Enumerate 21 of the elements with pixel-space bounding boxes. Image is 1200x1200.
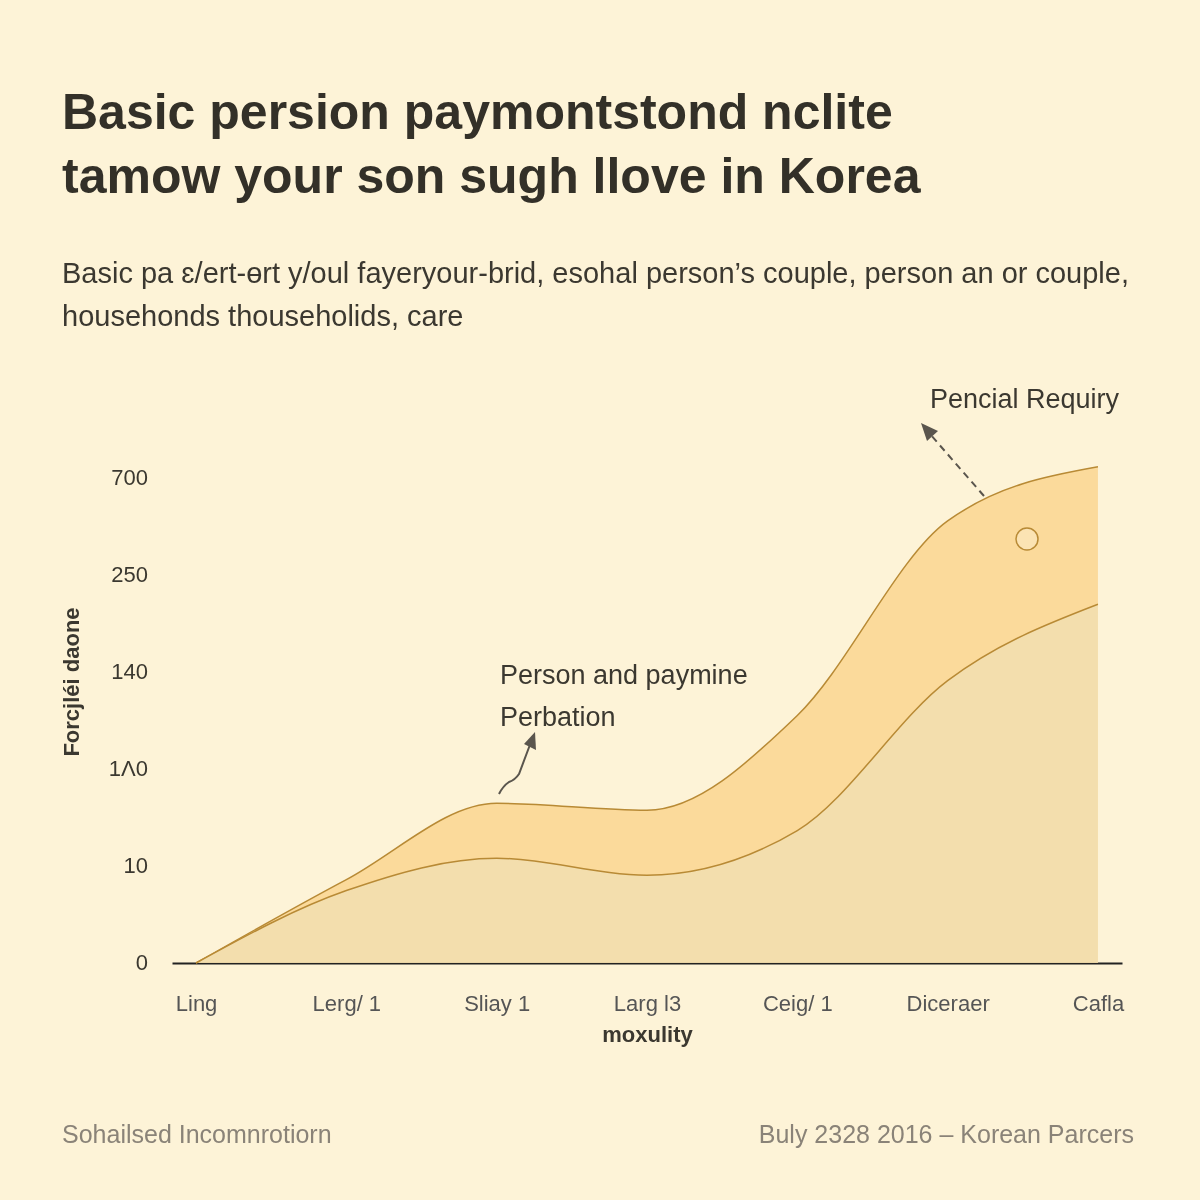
text: 700 (111, 465, 148, 490)
chart-subtitle: Basic pa ɛ/ert-ɵrt y/oul fayeryour-brid, esohal person’s couple, person an or couple, househonds thouseholids, care (62, 256, 1130, 334)
annotation: Person and paymine Perbation (500, 660, 748, 732)
x-tick-label: Larg l3 (613, 990, 682, 1016)
chart-title: Basic persion paymontstond nclite tamow your son sugh llove in Korea (62, 83, 922, 206)
y-axis-title: Forcjléi daone (59, 607, 84, 757)
x-tick-label: Sliay 1 (464, 990, 531, 1016)
x-tick-label: Ceig/ 1 (762, 990, 833, 1016)
x-tick-label: Cafla (1072, 990, 1125, 1016)
text: Sohailsed Incomnrotiorn (62, 1120, 332, 1149)
text: Buly 2328 2016 – Korean Parcers (758, 1120, 1134, 1149)
x-tick-label: Lerg/ 1 (312, 990, 382, 1016)
text: 1Λ0 (108, 756, 148, 781)
x-tick-label: Ling (175, 990, 218, 1016)
text: 140 (111, 659, 148, 684)
text: 10 (123, 853, 148, 878)
text: 0 (135, 950, 148, 975)
text: 250 (111, 562, 148, 587)
text: Pencial Requiry (930, 384, 1120, 414)
x-tick-label: Diceraer (906, 990, 990, 1016)
x-axis-title: moxulity (602, 1021, 694, 1047)
